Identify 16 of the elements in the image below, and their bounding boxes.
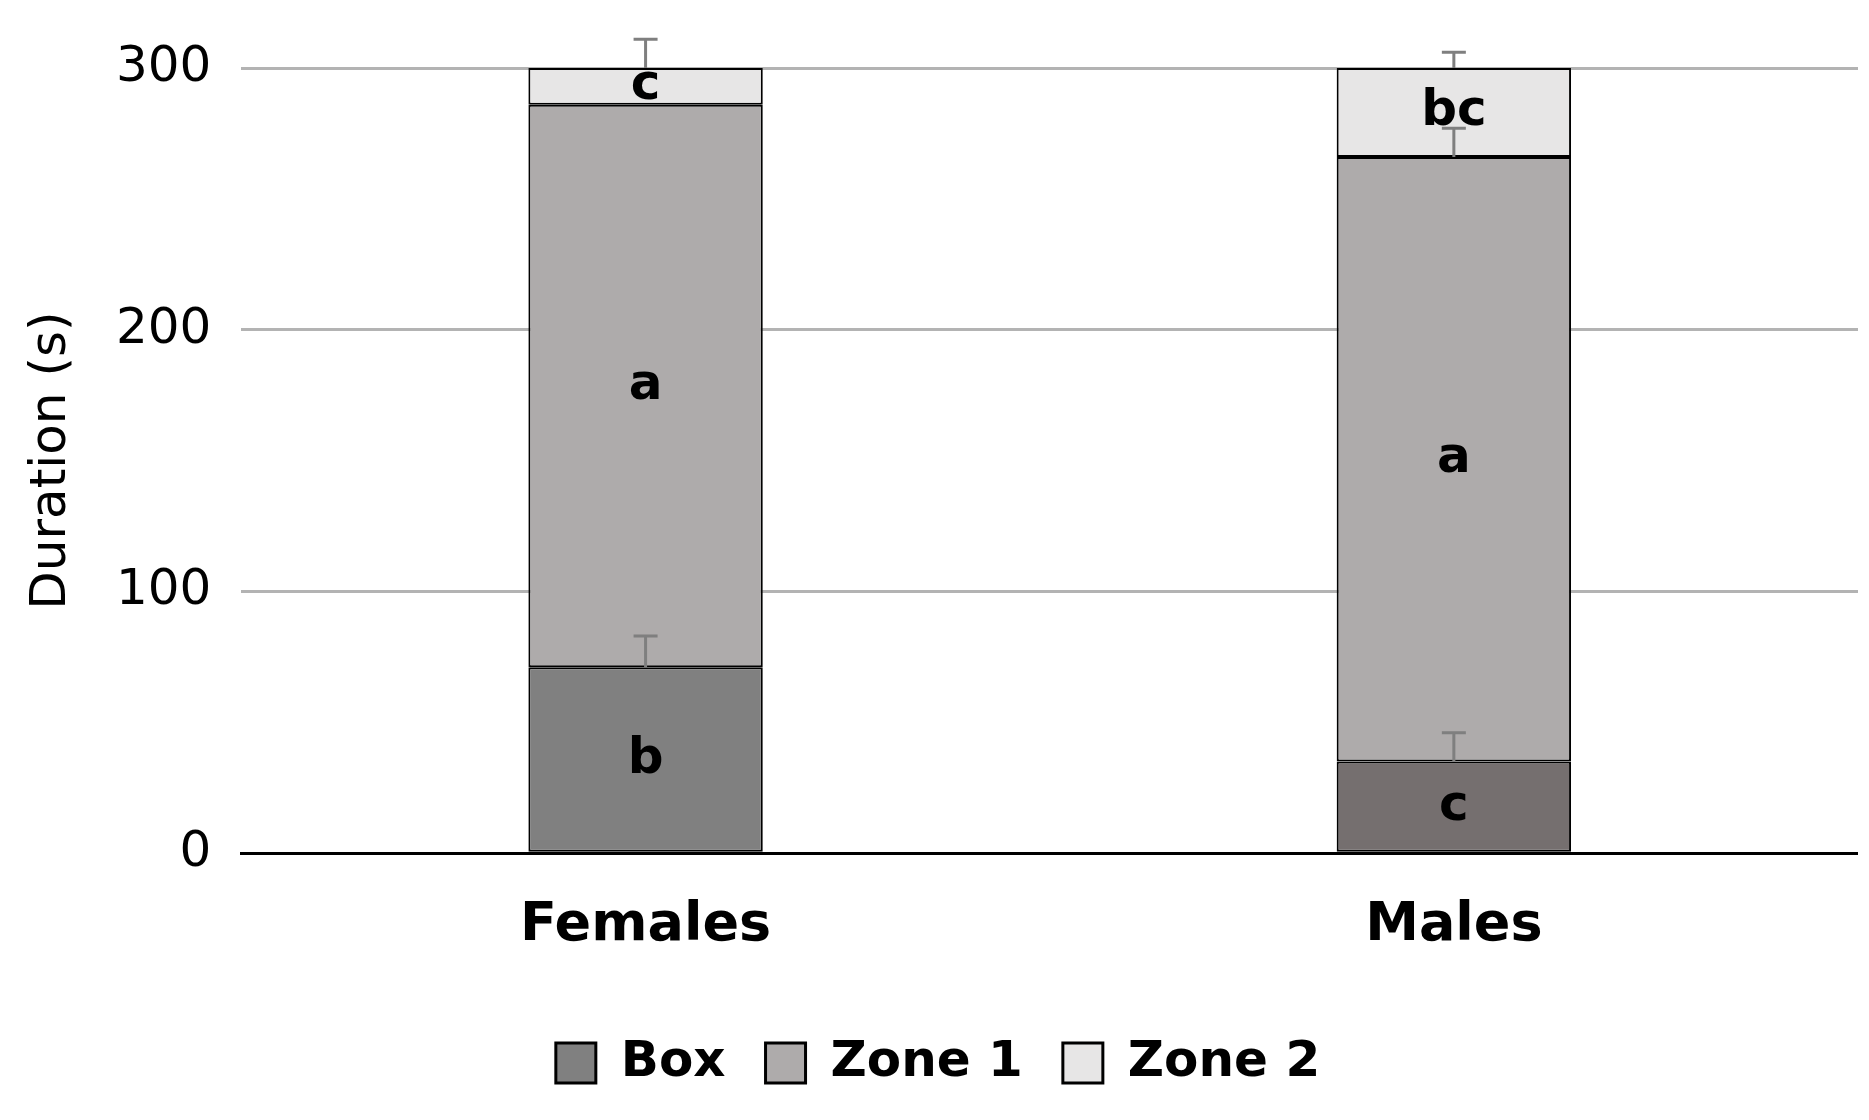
x-tick-label: Males bbox=[1365, 889, 1543, 953]
y-tick-label: 100 bbox=[116, 558, 212, 617]
legend-label: Box bbox=[620, 1029, 726, 1088]
data-label: a bbox=[628, 352, 663, 411]
y-tick-label: 200 bbox=[116, 296, 212, 355]
y-axis-title: Duration (s) bbox=[18, 311, 77, 610]
data-label: b bbox=[627, 726, 664, 785]
y-tick-label: 0 bbox=[179, 820, 212, 879]
x-tick-label: Females bbox=[519, 889, 772, 953]
legend-label: Zone 1 bbox=[830, 1029, 1023, 1088]
data-label: bc bbox=[1421, 79, 1487, 138]
legend-label: Zone 2 bbox=[1127, 1029, 1321, 1088]
y-tick-label: 300 bbox=[116, 34, 212, 93]
data-label: c bbox=[1439, 773, 1469, 832]
data-label: a bbox=[1436, 426, 1471, 485]
data-label: c bbox=[630, 53, 661, 112]
